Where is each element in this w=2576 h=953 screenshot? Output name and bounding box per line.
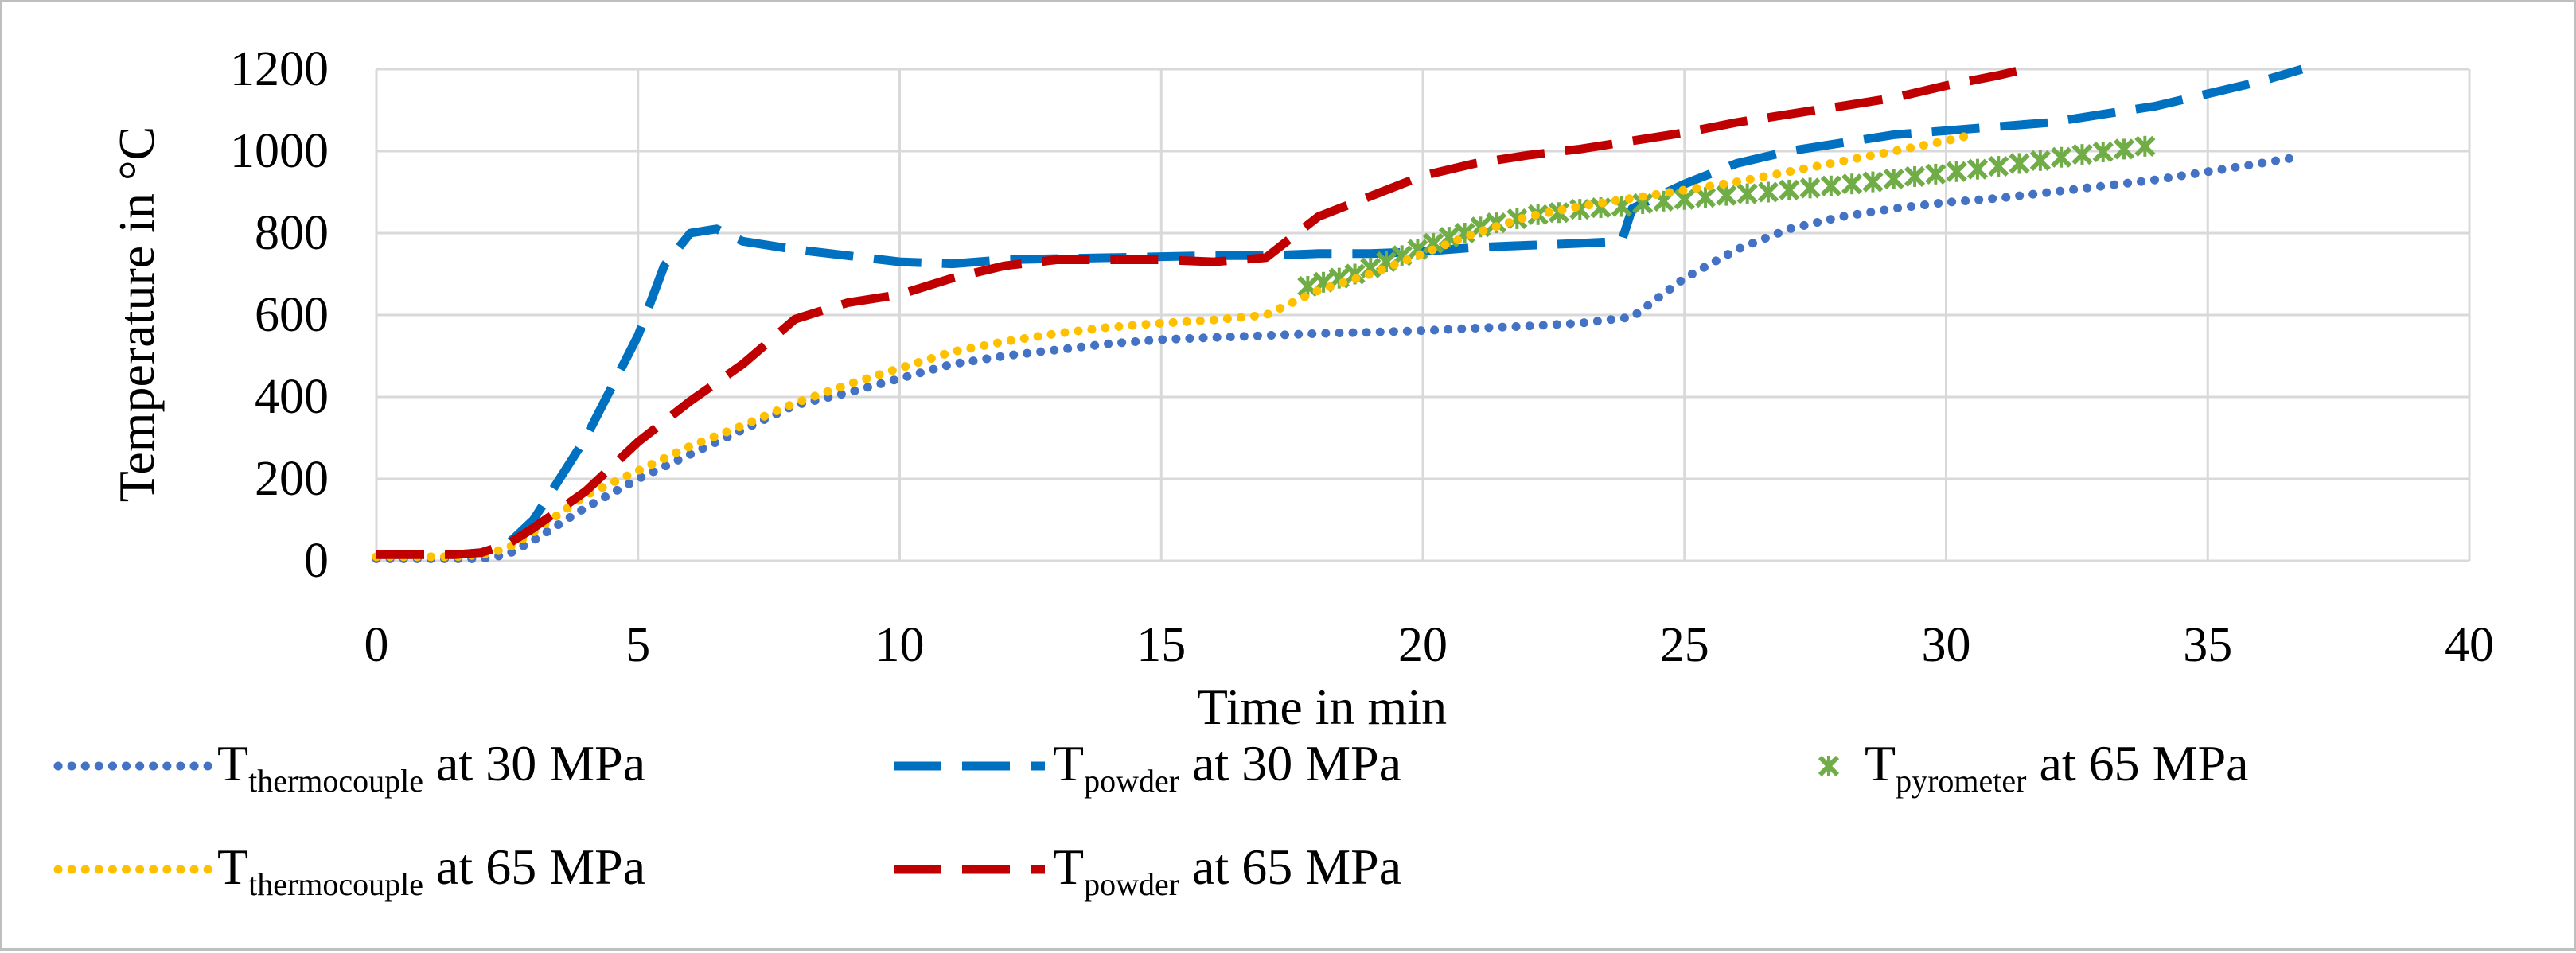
y-axis-title: Temperature in °C: [108, 126, 165, 503]
point-py65-31: [1883, 168, 1904, 190]
x-tick-label-2: 10: [875, 618, 925, 672]
y-tick-label-6: 1200: [230, 42, 329, 96]
series-tc65-line: [372, 130, 1977, 562]
point-py65-33: [1925, 163, 1947, 185]
point-py65-27: [1799, 177, 1821, 199]
point-py65-30: [1862, 171, 1884, 193]
point-py65-29: [1841, 173, 1863, 195]
legend-label-tp65: Tpowder at 65 MPa: [1053, 838, 1401, 902]
series-lines: [372, 64, 2304, 563]
x-tick-label-4: 20: [1398, 618, 1448, 672]
legend-label-tc65: Tthermocouple at 65 MPa: [217, 838, 645, 902]
point-py65-41: [2092, 141, 2114, 163]
x-tick-label-3: 15: [1136, 618, 1186, 672]
legend-item-tc65: Tthermocouple at 65 MPa: [53, 838, 645, 902]
x-tick-label-1: 5: [625, 618, 650, 672]
legend-swatch-py65: [1818, 755, 1840, 777]
series-py65-markers: [1297, 135, 2156, 298]
legend-item-tp30: Tpowder at 30 MPa: [894, 735, 1401, 799]
point-py65-43: [2134, 135, 2156, 157]
legend: Tthermocouple at 30 MPa Tpowder at 30 MPa…: [53, 735, 2249, 902]
x-tick-label-5: 25: [1660, 618, 1709, 672]
point-py65-32: [1904, 165, 1926, 188]
y-tick-label-4: 800: [255, 206, 329, 260]
legend-label-py65: Tpyrometer at 65 MPa: [1865, 735, 2249, 799]
y-tick-label-2: 400: [255, 370, 329, 424]
x-tick-label-0: 0: [364, 618, 389, 672]
x-tick-labels: 0 5 10 15 20 25 30 35 40: [364, 618, 2495, 672]
y-tick-label-0: 0: [304, 534, 329, 588]
series-tp65-line: [376, 64, 2026, 559]
grid-lines: [375, 68, 2471, 562]
x-tick-label-8: 40: [2445, 618, 2494, 672]
point-py65-26: [1779, 179, 1800, 201]
y-tick-labels: 0 200 400 600 800 1000 1200: [230, 42, 329, 588]
legend-item-tp65: Tpowder at 65 MPa: [894, 838, 1401, 902]
point-py65-37: [2009, 153, 2030, 174]
point-py65-28: [1820, 175, 1841, 196]
y-tick-label-5: 1000: [230, 124, 329, 178]
point-py65-24: [1736, 183, 1758, 204]
point-py65-35: [1966, 158, 1989, 180]
x-axis-title: Time in min: [1197, 679, 1447, 735]
point-py65-36: [1988, 155, 2009, 177]
legend-item-tc30: Tthermocouple at 30 MPa: [53, 735, 645, 799]
y-tick-label-1: 200: [255, 452, 329, 506]
y-tick-label-3: 600: [255, 288, 329, 342]
series-tc30-line: [372, 153, 2301, 563]
x-tick-label-7: 35: [2183, 618, 2232, 672]
point-py65-40: [2071, 143, 2093, 165]
point-py65-39: [2051, 146, 2072, 168]
point-py65-25: [1757, 181, 1779, 203]
point-py65-22: [1694, 187, 1717, 208]
point-py65-23: [1716, 185, 1737, 206]
legend-label-tc30: Tthermocouple at 30 MPa: [217, 735, 645, 799]
point-py65-34: [1946, 161, 1967, 182]
point-py65-42: [2113, 138, 2135, 160]
point-py65-38: [2029, 150, 2051, 171]
series-tp30-line: [376, 64, 2304, 559]
x-tick-label-6: 30: [1922, 618, 1971, 672]
legend-item-py65: Tpyrometer at 65 MPa: [1818, 735, 2249, 799]
legend-label-tp30: Tpowder at 30 MPa: [1053, 735, 1401, 799]
